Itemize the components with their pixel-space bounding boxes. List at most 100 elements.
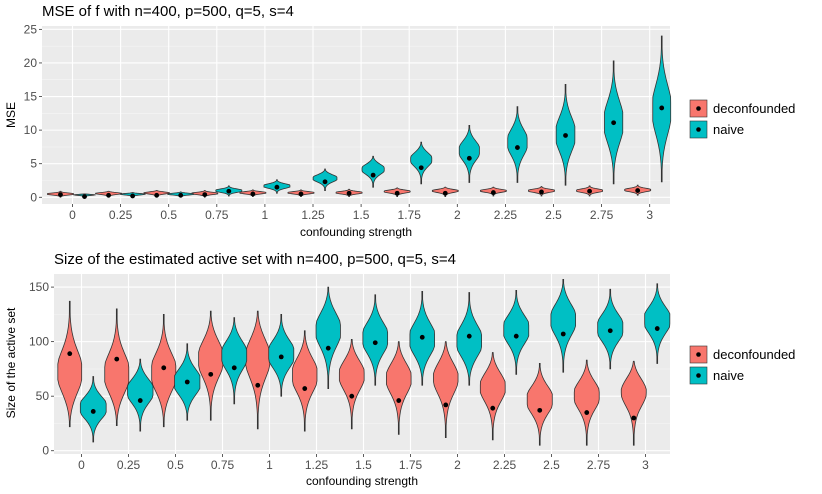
violin-deconfounded — [620, 360, 647, 446]
legend-label-deconfounded: deconfounded — [713, 101, 795, 116]
point-deconfounded — [202, 192, 208, 197]
x-tick-label: 1.5 — [353, 208, 370, 222]
y-tick-label: 5 — [30, 157, 37, 171]
violins — [47, 35, 672, 200]
violin-naive — [550, 279, 576, 373]
violin-deconfounded — [526, 363, 553, 446]
point-deconfounded — [346, 190, 352, 196]
x-axis-label: confounding strength — [306, 474, 418, 488]
point-naive — [322, 179, 328, 185]
violin-deconfounded — [151, 313, 177, 428]
violin-deconfounded — [338, 339, 365, 430]
violins — [57, 279, 671, 446]
point-deconfounded — [67, 351, 73, 357]
point-deconfounded — [584, 410, 590, 415]
violin-deconfounded — [479, 352, 506, 441]
violin-naive — [503, 289, 530, 375]
x-tick-label: 2.75 — [590, 208, 614, 222]
x-tick-label: 1.25 — [305, 458, 329, 472]
y-axis: 0 50 100 150 — [29, 280, 54, 458]
violin-naive — [456, 292, 482, 386]
legend-dot — [696, 127, 701, 132]
x-tick-label: 2.5 — [545, 208, 562, 222]
x-tick-label: 1.25 — [301, 208, 325, 222]
y-tick-label: 15 — [24, 90, 38, 104]
point-naive — [137, 398, 143, 403]
x-tick-label: 2.25 — [493, 458, 517, 472]
x-tick-label: 2 — [454, 458, 461, 472]
legend: deconfounded naive — [689, 345, 795, 385]
x-axis: 0 0.25 0.5 0.75 1 1.25 1.5 1.75 2 2.25 2.5 2.75 3 — [69, 204, 653, 222]
chart-mse: MSE of f with n=400, p=500, q=5, s=4 0 5 1… — [4, 3, 795, 239]
point-naive — [418, 165, 424, 171]
point-naive — [419, 334, 425, 340]
x-tick-label: 2.75 — [587, 458, 611, 472]
point-deconfounded — [443, 402, 449, 408]
point-deconfounded — [154, 192, 160, 198]
point-naive — [372, 340, 378, 346]
y-tick-label: 10 — [24, 123, 38, 137]
x-tick-label: 0.75 — [211, 458, 235, 472]
violin-naive — [362, 294, 389, 386]
legend-label-naive: naive — [713, 368, 744, 383]
chart-active-set: Size of the estimated active set with n=… — [4, 251, 795, 488]
point-naive — [226, 188, 232, 194]
y-axis-label: Size of the active set — [4, 307, 18, 418]
point-deconfounded — [106, 192, 111, 198]
violin-naive — [458, 125, 480, 183]
grid — [42, 26, 670, 204]
x-tick-label: 0.75 — [205, 208, 229, 222]
point-naive — [513, 333, 519, 339]
y-tick-label: 100 — [29, 335, 49, 349]
point-naive — [178, 192, 184, 198]
point-deconfounded — [302, 386, 308, 391]
point-deconfounded — [631, 415, 637, 421]
x-tick-label: 2 — [454, 208, 461, 222]
chart-title: Size of the estimated active set with n=… — [54, 251, 456, 268]
violin-naive — [361, 155, 385, 188]
x-tick-label: 1.5 — [355, 458, 372, 472]
legend-label-deconfounded: deconfounded — [713, 347, 795, 362]
point-deconfounded — [114, 356, 120, 362]
point-deconfounded — [396, 398, 402, 403]
violin-deconfounded — [57, 300, 83, 428]
point-naive — [563, 133, 568, 138]
violin-deconfounded — [386, 341, 412, 435]
x-tick-label: 0.5 — [167, 458, 184, 472]
point-deconfounded — [442, 190, 448, 196]
x-tick-label: 0.5 — [160, 208, 177, 222]
point-deconfounded — [349, 393, 355, 399]
x-tick-label: 2.25 — [494, 208, 518, 222]
violin-deconfounded — [104, 308, 130, 427]
x-tick-label: 0 — [78, 458, 85, 472]
legend-label-naive: naive — [713, 122, 744, 137]
legend: deconfounded naive — [689, 99, 795, 139]
violin-deconfounded — [292, 330, 318, 432]
point-naive — [278, 354, 284, 360]
violin-deconfounded — [433, 341, 459, 439]
violin-naive — [410, 141, 433, 185]
point-naive — [231, 365, 237, 371]
violin-naive — [644, 283, 671, 364]
point-naive — [607, 328, 613, 334]
y-tick-label: 25 — [24, 22, 38, 36]
legend-dot — [696, 106, 701, 111]
y-tick-label: 20 — [24, 56, 38, 70]
violin-naive — [221, 317, 248, 405]
point-naive — [560, 331, 566, 337]
plot-panel — [42, 26, 670, 204]
point-deconfounded — [394, 190, 400, 196]
point-deconfounded — [250, 191, 256, 197]
violin-deconfounded — [198, 310, 224, 421]
y-tick-label: 150 — [29, 280, 49, 294]
point-naive — [515, 145, 520, 150]
point-naive — [325, 345, 331, 351]
point-deconfounded — [208, 371, 214, 377]
point-naive — [659, 105, 665, 111]
x-tick-label: 2.5 — [543, 458, 560, 472]
violin-naive — [315, 286, 341, 389]
point-deconfounded — [161, 365, 167, 371]
x-tick-label: 3 — [646, 208, 653, 222]
point-naive — [654, 326, 660, 331]
point-deconfounded — [490, 190, 496, 195]
